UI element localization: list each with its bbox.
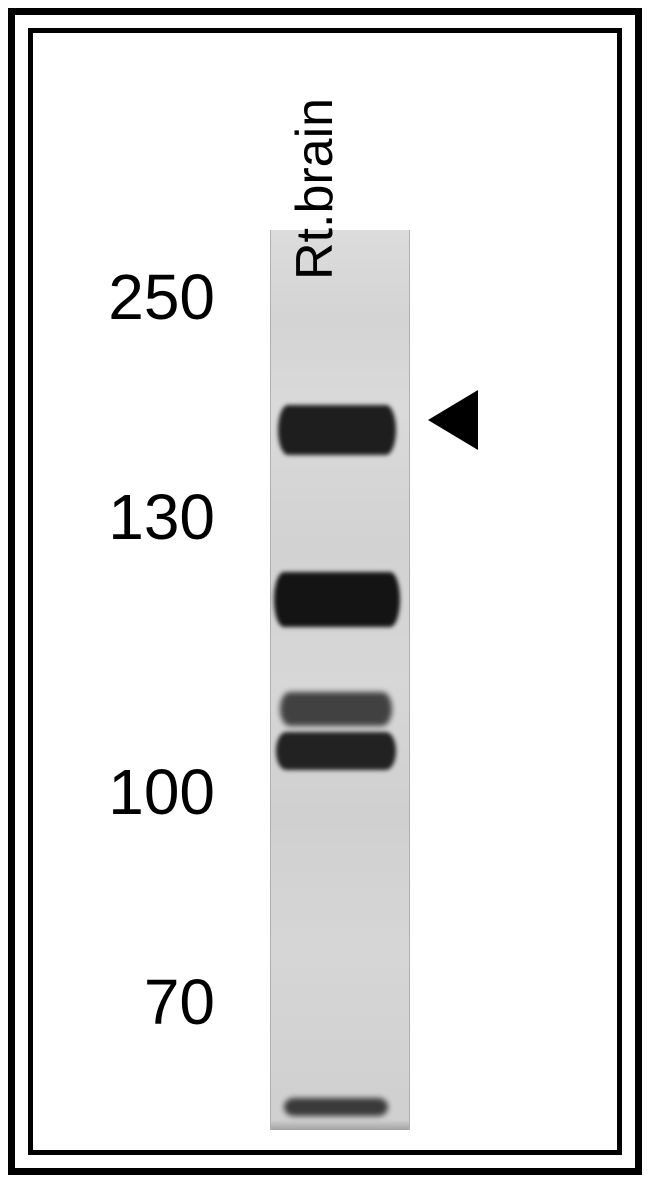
band-arrow-icon	[428, 390, 478, 450]
lane-label: Rt.brain	[285, 98, 345, 280]
blot-band-2	[274, 572, 400, 627]
mw-marker-250: 250	[0, 260, 215, 334]
blot-band-5	[284, 1098, 388, 1116]
mw-marker-70: 70	[0, 965, 215, 1039]
mw-marker-130: 130	[0, 480, 215, 554]
lane-bottom-edge	[271, 1120, 409, 1130]
blot-band-4	[276, 732, 396, 770]
mw-marker-100: 100	[0, 755, 215, 829]
blot-band-1	[278, 405, 396, 455]
blot-band-3	[280, 692, 392, 726]
blot-lane	[270, 230, 410, 1130]
